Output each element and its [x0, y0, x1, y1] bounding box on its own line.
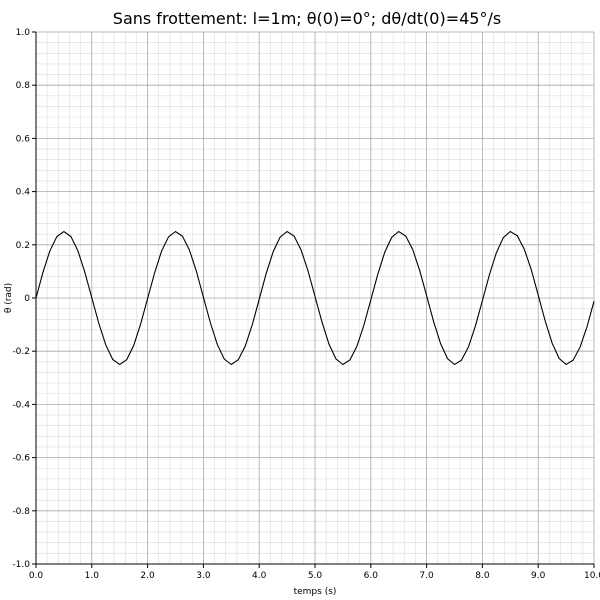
chart-title: Sans frottement: l=1m; θ(0)=0°; dθ/dt(0)… [113, 9, 501, 28]
x-tick-label: 0.0 [29, 571, 44, 581]
y-tick-label: -0.6 [12, 454, 30, 464]
x-tick-label: 4.0 [252, 571, 267, 581]
major-grid [35, 31, 595, 565]
x-tick-label: 5.0 [308, 571, 323, 581]
y-axis-label: θ (rad) [4, 283, 14, 313]
x-tick-label: 6.0 [364, 571, 379, 581]
y-tick-label: 0.6 [16, 134, 31, 144]
y-tick-label: 1.0 [16, 28, 31, 38]
y-tick-label: -0.4 [12, 400, 30, 410]
series-line [35, 230, 595, 366]
x-axis-ticks: 0.0 1.0 2.0 3.0 4.0 5.0 6.0 7.0 8.0 9.0 10.0 [29, 564, 600, 581]
y-tick-label: 0 [24, 294, 30, 304]
y-tick-label: 0.4 [16, 188, 31, 198]
x-tick-label: 8.0 [475, 571, 490, 581]
y-tick-label: 0.8 [16, 81, 31, 91]
x-tick-label: 3.0 [196, 571, 211, 581]
x-tick-label: 2.0 [140, 571, 155, 581]
x-axis-label: temps (s) [294, 587, 337, 597]
x-tick-label: 10.0 [584, 571, 600, 581]
y-tick-label: 0.2 [16, 241, 30, 251]
x-tick-label: 7.0 [419, 571, 434, 581]
y-tick-label: -0.2 [12, 347, 30, 357]
x-tick-label: 9.0 [531, 571, 546, 581]
y-axis-ticks: -1.0 -0.8 -0.6 -0.4 -0.2 0 0.2 0.4 0.6 0.8 1.0 [12, 28, 36, 570]
series-layer [35, 230, 595, 366]
x-tick-label: 1.0 [85, 571, 100, 581]
y-tick-label: -0.8 [12, 507, 30, 517]
y-tick-label: -1.0 [12, 560, 30, 570]
